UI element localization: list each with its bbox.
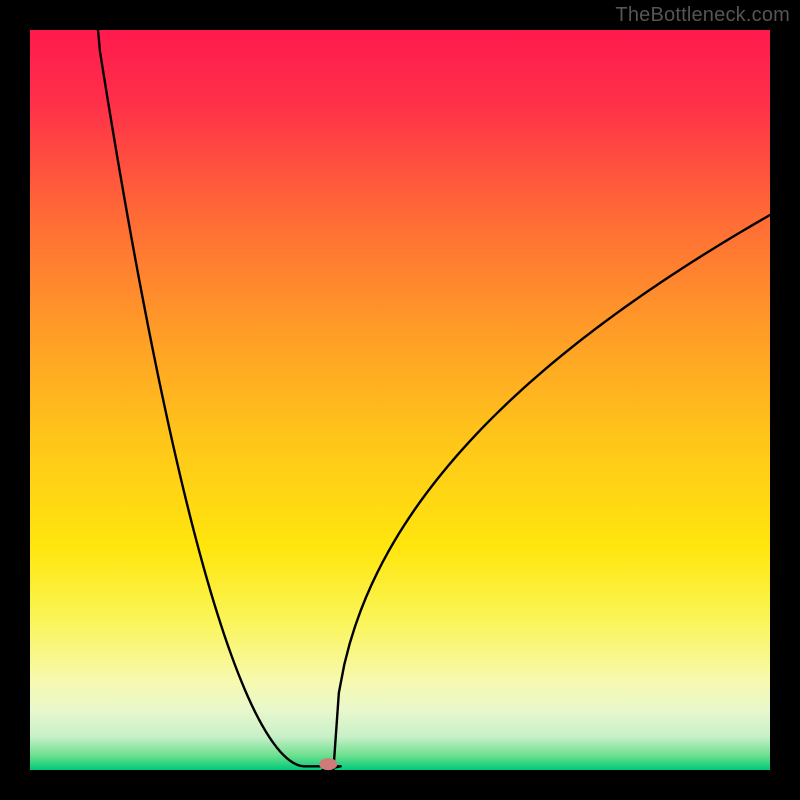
optimal-marker [319, 758, 337, 770]
plot-background [30, 30, 770, 770]
bottleneck-chart [0, 0, 800, 800]
watermark-text: TheBottleneck.com [615, 4, 790, 27]
chart-container: { "watermark": { "text": "TheBottleneck.… [0, 0, 800, 800]
